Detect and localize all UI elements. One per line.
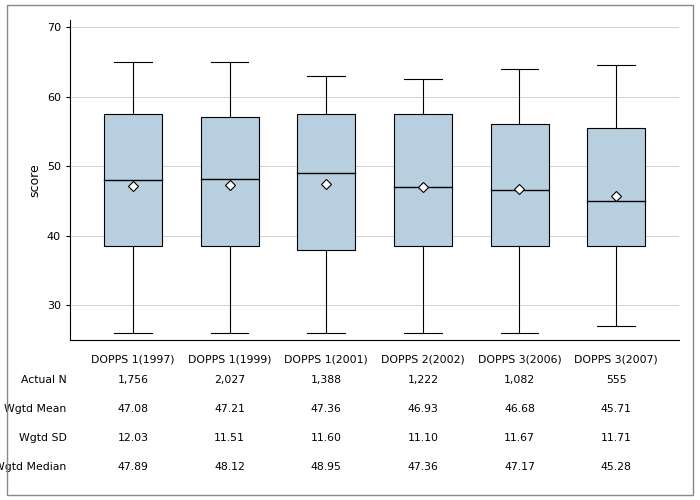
Text: Wgtd Mean: Wgtd Mean: [4, 404, 66, 414]
Text: 1,388: 1,388: [311, 375, 342, 385]
Text: 1,756: 1,756: [118, 375, 148, 385]
Bar: [587, 128, 645, 246]
Bar: [200, 118, 258, 246]
Text: DOPPS 3(2007): DOPPS 3(2007): [574, 355, 658, 365]
Text: Wgtd Median: Wgtd Median: [0, 462, 66, 472]
Text: 11.71: 11.71: [601, 433, 631, 443]
Text: 45.28: 45.28: [601, 462, 631, 472]
Text: 46.68: 46.68: [504, 404, 535, 414]
Text: DOPPS 1(1999): DOPPS 1(1999): [188, 355, 272, 365]
Text: Wgtd SD: Wgtd SD: [19, 433, 66, 443]
Text: DOPPS 1(1997): DOPPS 1(1997): [91, 355, 174, 365]
Text: 555: 555: [606, 375, 627, 385]
Bar: [298, 114, 355, 250]
Y-axis label: score: score: [28, 163, 41, 197]
Text: 47.17: 47.17: [504, 462, 535, 472]
Text: Actual N: Actual N: [21, 375, 66, 385]
Text: 1,082: 1,082: [504, 375, 535, 385]
Text: 11.10: 11.10: [407, 433, 438, 443]
Text: 12.03: 12.03: [118, 433, 148, 443]
Text: 11.60: 11.60: [311, 433, 342, 443]
Text: DOPPS 2(2002): DOPPS 2(2002): [381, 355, 465, 365]
Text: DOPPS 1(2001): DOPPS 1(2001): [284, 355, 368, 365]
Text: 47.21: 47.21: [214, 404, 245, 414]
Text: 48.12: 48.12: [214, 462, 245, 472]
Text: 47.36: 47.36: [311, 404, 342, 414]
Bar: [104, 114, 162, 246]
Bar: [491, 124, 549, 246]
Text: 1,222: 1,222: [407, 375, 438, 385]
Text: 47.08: 47.08: [118, 404, 148, 414]
Text: 47.36: 47.36: [407, 462, 438, 472]
Text: 46.93: 46.93: [407, 404, 438, 414]
Text: 11.51: 11.51: [214, 433, 245, 443]
Text: DOPPS 3(2006): DOPPS 3(2006): [477, 355, 561, 365]
Text: 47.89: 47.89: [118, 462, 148, 472]
Text: 2,027: 2,027: [214, 375, 245, 385]
Bar: [394, 114, 452, 246]
Text: 11.67: 11.67: [504, 433, 535, 443]
Text: 48.95: 48.95: [311, 462, 342, 472]
Text: 45.71: 45.71: [601, 404, 631, 414]
